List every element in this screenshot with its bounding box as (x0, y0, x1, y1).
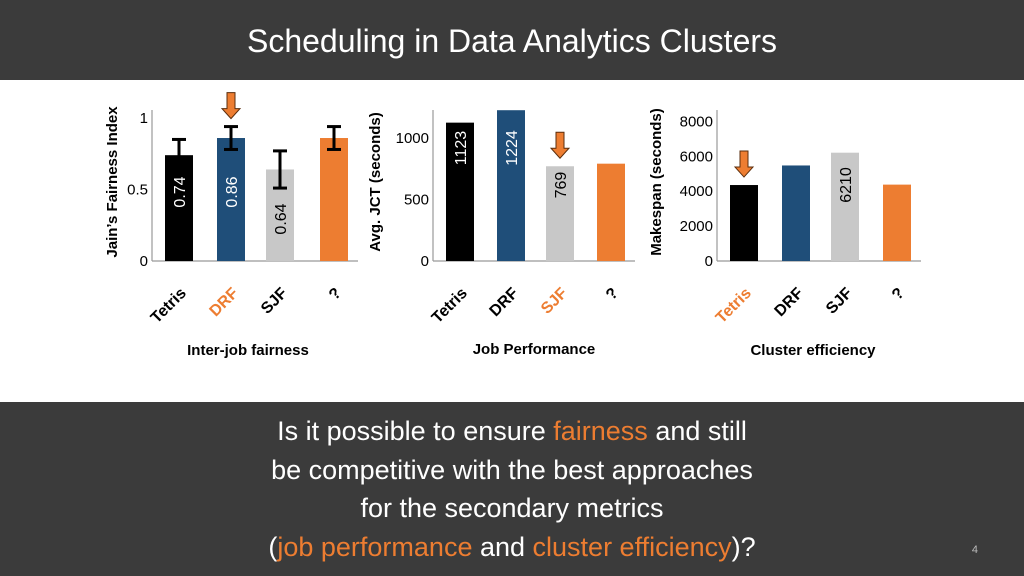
question-line-1: Is it possible to ensure fairness and st… (0, 412, 1024, 451)
down-arrow-icon (733, 150, 755, 178)
question-panel (0, 402, 1024, 576)
y-tick-label: 1 (140, 110, 148, 127)
category-label: ? (326, 285, 345, 304)
y-tick-label: 8000 (680, 113, 713, 130)
y-tick-label: 4000 (680, 183, 713, 200)
y-axis-title: Jain’s Fairness Index (104, 106, 121, 258)
y-tick-label: 0 (705, 253, 713, 270)
question-text-a: Is it possible to ensure (277, 416, 554, 446)
chart-1: 0 500 1000 Avg. JCT (seconds) 1123 Tetris 1224… (367, 110, 635, 358)
question-text-b: and still (647, 416, 747, 446)
bar (546, 166, 574, 261)
highlight-fairness: fairness (553, 416, 648, 446)
category-label: SJF (258, 285, 291, 318)
data-label: 1224 (504, 130, 521, 166)
chart-0: 0 0.5 1 Jain’s Fairness Index 0.74 Tetris 0.86… (104, 92, 358, 359)
slide-title: Scheduling in Data Analytics Clusters (246, 23, 778, 59)
data-label: 769 (553, 172, 570, 199)
chart-caption: Job Performance (473, 341, 596, 358)
question-text-and: and (472, 531, 533, 562)
title-bar (0, 0, 1024, 80)
bar (597, 163, 625, 261)
y-axis-title: Avg. JCT (seconds) (367, 112, 384, 251)
y-tick-label: 6000 (680, 148, 713, 165)
category-label: DRF (207, 285, 242, 320)
category-label: ? (889, 285, 908, 304)
y-tick-label: 0.5 (127, 182, 148, 199)
y-tick-label: 500 (404, 191, 429, 208)
question-text: Is it possible to ensure fairness and st… (0, 412, 1024, 566)
paren-open: ( (268, 531, 278, 562)
data-label: 0.64 (273, 203, 290, 234)
question-line-2: be competitive with the best approaches (271, 454, 753, 485)
y-tick-label: 0 (140, 253, 148, 270)
y-tick-label: 2000 (680, 218, 713, 235)
highlight-cluster-efficiency: cluster efficiency (532, 531, 732, 562)
down-arrow-icon (549, 131, 571, 160)
bar (320, 138, 348, 261)
chart-caption: Inter-job fairness (187, 342, 309, 359)
bar (831, 152, 859, 261)
data-label: 0.74 (172, 176, 189, 207)
category-label: SJF (823, 285, 856, 318)
category-label: Tetris (148, 285, 190, 327)
data-label: 0.86 (224, 176, 241, 207)
bar (883, 184, 911, 261)
question-line-4: (job performance and cluster efficiency)… (0, 528, 1024, 567)
data-label: 6210 (838, 167, 855, 203)
y-axis-title: Makespan (seconds) (648, 108, 665, 256)
down-arrow-icon (220, 92, 242, 120)
bar (446, 122, 474, 262)
highlight-job-performance: job performance (277, 531, 473, 562)
y-tick-label: 1000 (396, 130, 429, 147)
paren-close: )? (731, 531, 756, 562)
data-label: 5478 (789, 130, 806, 166)
bar (782, 165, 810, 261)
category-label: ? (603, 285, 622, 304)
charts-area: 0 0.5 1 Jain’s Fairness Index 0.74 Tetris 0.86… (104, 92, 921, 359)
chart-caption: Cluster efficiency (750, 342, 876, 359)
question-line-3: for the secondary metrics (360, 493, 664, 523)
category-label: Tetris (713, 285, 755, 327)
bar (730, 185, 758, 261)
page-number: 4 (971, 544, 978, 556)
bar (497, 110, 525, 261)
category-label: Tetris (429, 285, 471, 327)
category-label: DRF (487, 285, 522, 320)
y-tick-label: 0 (421, 253, 429, 270)
data-label: 1123 (453, 131, 470, 166)
category-label: SJF (538, 285, 571, 318)
category-label: DRF (772, 285, 807, 320)
bar (217, 138, 245, 261)
bar (165, 155, 193, 261)
